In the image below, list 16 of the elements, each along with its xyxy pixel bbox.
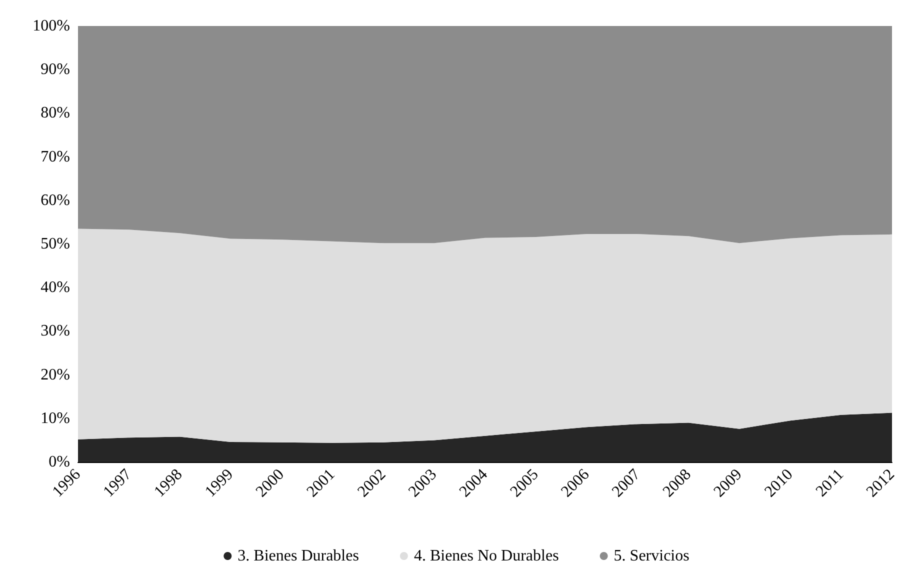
y-tick-label: 60% (40, 192, 70, 209)
y-tick-label: 70% (40, 148, 70, 166)
legend-label: 4. Bienes No Durables (414, 548, 559, 564)
y-tick-label: 40% (40, 279, 70, 296)
x-tick-label: 2011 (812, 466, 848, 500)
y-tick-label: 20% (40, 366, 70, 384)
legend-label: 3. Bienes Durables (238, 548, 359, 564)
y-tick-label: 80% (40, 104, 70, 122)
y-tick-label: 50% (40, 236, 70, 252)
y-tick-label: 10% (40, 410, 70, 427)
y-tick-label: 100% (32, 18, 70, 34)
y-tick-label: 30% (40, 322, 70, 340)
y-tick-label: 0% (48, 454, 70, 470)
x-tick-label: 2001 (304, 466, 338, 501)
legend-label: 5. Servicios (614, 548, 690, 564)
y-tick-label: 90% (40, 61, 70, 78)
